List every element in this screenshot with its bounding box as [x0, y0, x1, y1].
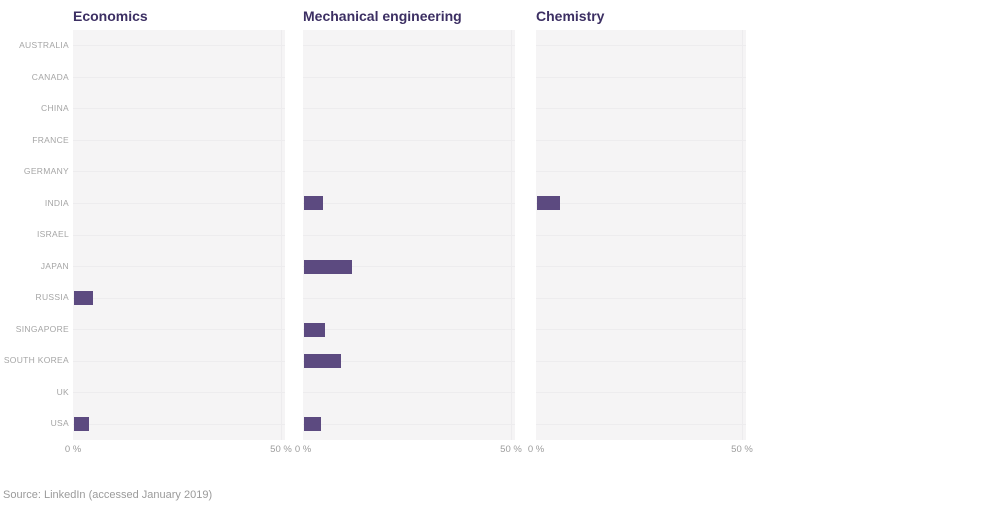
bar-usa: [304, 417, 321, 432]
row-gridline: [536, 139, 746, 141]
row-gridline: [536, 45, 746, 47]
row-gridline: [303, 392, 515, 394]
row-gridline: [536, 171, 746, 173]
row-gridline: [73, 234, 285, 236]
row-gridline: [303, 423, 515, 425]
plot-area: [536, 30, 746, 440]
chart-panel: Mechanical engineering 0 % 50 %: [295, 0, 522, 470]
bar-usa: [74, 417, 89, 432]
row-gridline: [303, 76, 515, 78]
country-label: JAPAN: [40, 260, 69, 271]
row-gridline: [536, 297, 746, 299]
row-gridline: [303, 139, 515, 141]
country-label: ISRAEL: [36, 229, 69, 240]
row-gridline: [73, 139, 285, 141]
x-tick-label: 50 %: [500, 444, 522, 455]
country-label: UK: [56, 386, 69, 397]
panel-title: Chemistry: [536, 8, 605, 24]
country-label: CHINA: [41, 103, 69, 114]
row-gridline: [536, 360, 746, 362]
row-gridline: [536, 234, 746, 236]
country-label: SOUTH KOREA: [3, 355, 69, 366]
row-gridline: [73, 392, 285, 394]
tick-gridline-50: [511, 30, 512, 440]
row-gridline: [73, 108, 285, 110]
bar-india: [304, 196, 323, 211]
bar-india: [537, 196, 560, 211]
row-gridline: [536, 423, 746, 425]
row-gridline: [303, 171, 515, 173]
x-tick-label: 50 %: [270, 444, 292, 455]
row-gridline: [73, 202, 285, 204]
x-tick-label: 0 %: [64, 444, 82, 455]
row-gridline: [536, 329, 746, 331]
panel-title: Mechanical engineering: [303, 8, 462, 24]
x-tick-label: 0 %: [294, 444, 312, 455]
country-label: USA: [50, 418, 69, 429]
row-gridline: [73, 266, 285, 268]
source-note: Source: LinkedIn (accessed January 2019): [3, 489, 213, 501]
bar-singapore: [304, 322, 325, 337]
row-gridline: [303, 45, 515, 47]
chart-panel: Economics 0 % 50 %: [65, 0, 292, 470]
country-label: FRANCE: [32, 134, 69, 145]
plot-area: [303, 30, 515, 440]
country-label: SINGAPORE: [15, 323, 69, 334]
bar-japan: [304, 259, 352, 274]
row-gridline: [303, 360, 515, 362]
row-gridline: [303, 329, 515, 331]
tick-gridline-50: [281, 30, 282, 440]
row-gridline: [73, 360, 285, 362]
country-label: AUSTRALIA: [19, 40, 69, 50]
row-gridline: [303, 108, 515, 110]
bar-south-korea: [304, 354, 342, 369]
row-gridline: [303, 202, 515, 204]
panel-title: Economics: [73, 8, 148, 24]
country-label: RUSSIA: [35, 292, 69, 303]
row-gridline: [303, 234, 515, 236]
country-label: INDIA: [44, 197, 69, 208]
x-tick-label: 50 %: [731, 444, 753, 455]
tick-gridline-50: [742, 30, 743, 440]
row-gridline: [303, 297, 515, 299]
country-label: CANADA: [31, 71, 69, 82]
bar-russia: [74, 291, 93, 306]
plot-area: [73, 30, 285, 440]
country-axis: AUSTRALIA CANADA CHINA FRANCE GERMANY INDIA IS…: [0, 30, 71, 440]
row-gridline: [73, 297, 285, 299]
row-gridline: [303, 266, 515, 268]
row-gridline: [536, 266, 746, 268]
chart-panel: Chemistry 0 % 50 %: [528, 0, 753, 470]
country-label: GERMANY: [23, 166, 69, 177]
row-gridline: [536, 76, 746, 78]
row-gridline: [73, 329, 285, 331]
row-gridline: [536, 202, 746, 204]
row-gridline: [73, 76, 285, 78]
row-gridline: [536, 108, 746, 110]
row-gridline: [73, 45, 285, 47]
row-gridline: [73, 171, 285, 173]
row-gridline: [73, 423, 285, 425]
row-gridline: [536, 392, 746, 394]
x-tick-label: 0 %: [527, 444, 545, 455]
